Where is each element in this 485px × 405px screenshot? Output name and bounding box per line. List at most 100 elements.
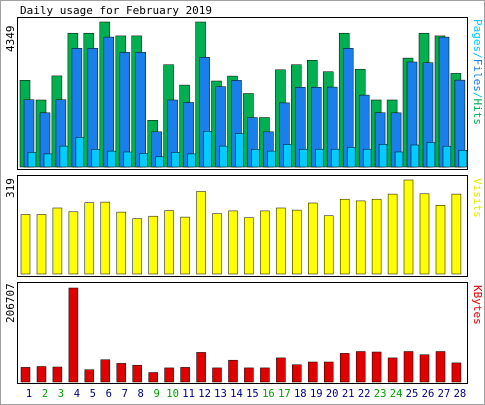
bar-visits-day-16 [260,210,270,275]
bar-kbytes-day-13 [212,367,222,383]
x-label-day-22: 22 [358,388,371,400]
bar-visits-day-28 [451,193,462,275]
x-label-day-8: 8 [138,388,144,400]
visits-panel-max-label: 319 [4,178,17,198]
x-label-day-6: 6 [106,388,112,400]
bar-visits-day-11 [180,216,190,275]
bar-visits-day-1 [20,214,31,275]
bar-kbytes-day-7 [116,363,127,383]
legend-sep-2: / [471,92,484,99]
bar-pages-day-23 [378,144,388,168]
x-label-day-15: 15 [246,388,259,400]
bar-pages-day-21 [346,147,356,168]
bar-visits-day-9 [148,215,158,275]
bar-kbytes-day-25 [403,351,414,383]
legend-kbytes: KBytes [471,285,484,325]
x-label-day-18: 18 [294,388,307,400]
bar-kbytes-day-2 [36,366,47,383]
bar-kbytes-day-21 [339,353,350,383]
bar-visits-day-8 [132,218,142,275]
bar-pages-day-9 [155,156,164,168]
x-label-day-28: 28 [454,388,467,400]
x-label-day-5: 5 [90,388,96,400]
bar-pages-day-7 [123,151,133,168]
bar-kbytes-day-15 [244,367,254,383]
bar-files-day-7 [119,52,131,168]
x-label-day-21: 21 [342,388,355,400]
bar-visits-day-13 [212,213,222,275]
chart-title: Daily usage for February 2019 [20,4,212,17]
bar-visits-day-25 [403,179,414,275]
bars-layer [19,21,468,383]
bar-kbytes-day-22 [355,351,366,383]
hits-panel-max-label: 4349 [4,26,17,53]
bar-kbytes-day-28 [451,362,462,383]
bar-kbytes-day-24 [387,357,398,383]
bar-pages-day-27 [442,145,452,168]
kbytes-panel [17,282,468,384]
bar-visits-day-21 [339,198,350,275]
bar-pages-day-12 [203,131,212,168]
x-label-day-11: 11 [182,388,195,400]
bar-visits-day-14 [228,210,238,275]
x-label-day-25: 25 [406,388,419,400]
bar-pages-day-19 [315,148,324,168]
legend-visits: Visits [471,178,484,218]
bar-pages-day-17 [283,144,292,168]
x-label-day-12: 12 [198,388,211,400]
bar-kbytes-day-19 [308,361,318,383]
bar-visits-day-26 [419,193,430,275]
bar-pages-day-18 [299,148,308,168]
bar-visits-day-6 [100,201,111,275]
x-axis-labels: 1 2 3 4 5 6 7 8 9 10 11 12 13 14 15 16 17 18 19 20 21 22 23 24 2… [26,388,466,400]
bar-visits-day-12 [196,191,206,275]
bar-kbytes-day-18 [292,364,302,383]
bar-kbytes-day-5 [84,369,95,383]
bar-kbytes-day-17 [276,357,286,383]
bar-kbytes-day-10 [164,367,174,383]
legend-sep-1: / [471,52,484,59]
x-label-day-7: 7 [122,388,128,400]
bar-kbytes-day-11 [180,367,190,383]
bar-kbytes-day-6 [100,359,111,383]
bar-kbytes-day-27 [435,351,446,383]
bar-kbytes-day-12 [196,352,206,383]
bar-pages-day-22 [362,148,372,168]
bar-pages-day-1 [27,152,37,168]
bar-pages-day-13 [219,145,228,168]
bar-kbytes-day-26 [419,354,430,383]
x-label-day-17: 17 [278,388,291,400]
bar-pages-day-16 [267,150,276,168]
bar-kbytes-day-8 [132,364,142,383]
kbytes-panel-max-label: 206707 [4,283,17,323]
bar-visits-day-20 [323,215,334,275]
x-label-day-26: 26 [422,388,435,400]
bar-visits-day-7 [116,211,127,275]
x-label-day-20: 20 [326,388,339,400]
x-label-day-2: 2 [42,388,48,400]
bar-pages-day-26 [426,142,436,168]
bar-visits-day-27 [435,205,446,275]
bar-visits-day-3 [52,207,63,275]
x-label-day-3: 3 [58,388,64,400]
bar-kbytes-day-16 [260,367,270,383]
bar-visits-day-2 [36,214,47,275]
bar-visits-day-19 [308,202,318,275]
bar-pages-day-2 [43,153,53,168]
bar-pages-day-10 [171,152,180,168]
x-label-day-23: 23 [374,388,387,400]
bar-pages-day-25 [410,144,420,168]
bar-visits-day-17 [276,207,286,275]
legend-pages: Pages [471,19,484,52]
bar-pages-day-5 [91,149,101,168]
bar-kbytes-day-9 [148,372,158,383]
bar-files-day-6 [103,36,115,168]
bar-pages-day-6 [107,150,117,168]
x-label-day-1: 1 [26,388,32,400]
bar-pages-day-3 [59,145,69,168]
bar-visits-day-15 [244,217,254,275]
bar-pages-day-24 [394,151,404,168]
bar-kbytes-day-14 [228,359,238,383]
